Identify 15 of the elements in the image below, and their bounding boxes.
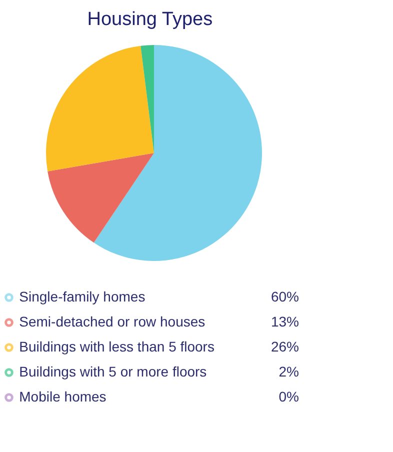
pie-slice bbox=[46, 46, 154, 172]
data-label: 13% bbox=[270, 314, 299, 330]
legend-label: Single-family homes bbox=[19, 288, 146, 304]
data-label: 60% bbox=[270, 288, 299, 304]
data-label: 2% bbox=[278, 364, 299, 380]
text: 0% bbox=[278, 388, 299, 404]
data-label: 26% bbox=[270, 338, 299, 354]
legend-label: Buildings with less than 5 floors bbox=[19, 338, 214, 354]
pie-slice bbox=[48, 153, 154, 243]
chart-title: Housing Types bbox=[87, 9, 213, 30]
legend-label: Buildings with 5 or more floors bbox=[19, 364, 207, 380]
pie-slice bbox=[140, 45, 154, 153]
legend-label: Mobile homes bbox=[19, 388, 106, 404]
pie-slice bbox=[94, 45, 262, 261]
legend-label: Semi-detached or row houses bbox=[19, 314, 206, 330]
